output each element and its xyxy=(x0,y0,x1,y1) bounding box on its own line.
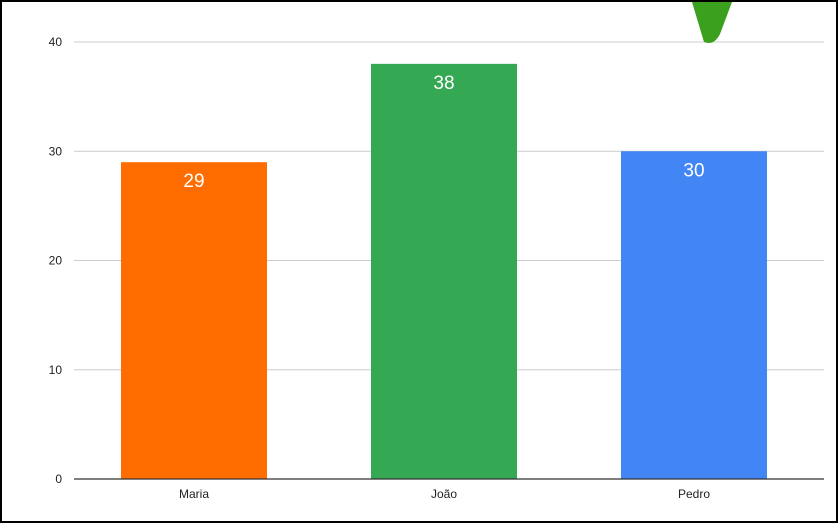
data-label: 30 xyxy=(683,160,704,181)
y-tick-label: 20 xyxy=(49,254,63,268)
check-mark-icon xyxy=(692,2,732,43)
bar-pedro xyxy=(621,151,767,479)
y-tick-label: 40 xyxy=(49,35,63,49)
data-label: 29 xyxy=(183,171,204,192)
data-labels: 29 38 30 xyxy=(183,73,704,192)
x-tick-label: Maria xyxy=(179,487,209,501)
y-axis: 0 10 20 30 40 xyxy=(49,35,63,486)
bars xyxy=(121,63,767,480)
y-tick-label: 0 xyxy=(55,472,62,486)
y-tick-label: 30 xyxy=(49,144,63,158)
y-tick-label: 10 xyxy=(49,363,63,377)
bar-joão xyxy=(371,63,517,479)
bar-maria xyxy=(121,162,267,480)
x-tick-label: Pedro xyxy=(678,487,710,501)
x-axis: Maria João Pedro xyxy=(74,478,824,501)
x-tick-label: João xyxy=(431,487,457,501)
data-label: 38 xyxy=(433,73,454,94)
check-mark-shape xyxy=(692,2,732,43)
